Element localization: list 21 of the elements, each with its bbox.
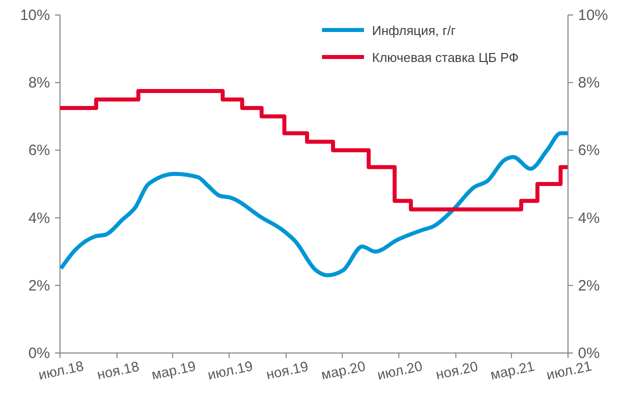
x-tick-label: ноя.19 [264,358,310,382]
y2-tick-label: 10% [578,7,608,24]
y2-tick-label: 6% [578,142,600,160]
y2-tick-label: 8% [578,74,600,92]
x-tick-label: мар.19 [150,358,198,383]
line-series [58,131,570,278]
x-tick-label: июл.19 [206,357,254,383]
y2-tick-label: 4% [578,210,600,227]
x-tick-label: мар.20 [320,358,367,383]
legend-label: Инфляция, г/г [372,23,456,38]
y-tick-label: 8% [28,74,50,92]
y-tick-label: 6% [28,142,50,160]
x-tick-label: июл.20 [376,357,424,383]
legend-label: Ключевая ставка ЦБ РФ [372,50,519,65]
y-tick-label: 2% [28,277,50,294]
y-tick-label: 10% [20,7,50,24]
y-tick-label: 4% [28,210,50,227]
x-tick-label: ноя.18 [95,358,141,382]
y2-tick-label: 2% [578,277,600,294]
x-tick-label: мар.21 [488,358,536,383]
x-tick-label: ноя.20 [434,358,480,382]
